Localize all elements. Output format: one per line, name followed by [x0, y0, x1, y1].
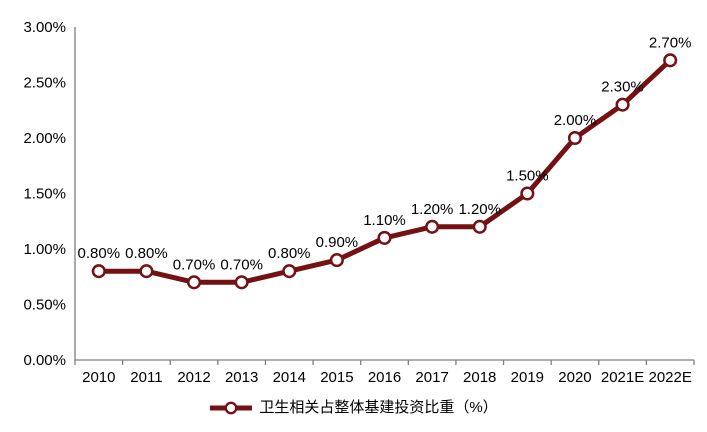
x-axis-tick-label: 2018 [463, 369, 496, 386]
data-point-label: 2.30% [601, 79, 644, 96]
data-point-marker [615, 97, 630, 112]
data-point-marker [329, 253, 344, 268]
legend: 卫生相关占整体基建投资比重（%） [0, 398, 707, 418]
line-chart-plot-area: 0.00% 0.50% 1.00% 1.50% 2.00% 2.50% 3.00% 2010 2… [23, 19, 695, 386]
data-point-marker [520, 186, 535, 201]
data-point-label: 1.20% [411, 201, 454, 218]
data-point-label: 1.10% [363, 212, 406, 229]
data-point-marker [567, 130, 583, 146]
legend-line-marker-icon [210, 401, 253, 415]
series-line [96, 57, 673, 285]
x-axis-tick-label: 2017 [415, 369, 448, 386]
data-point-marker [425, 219, 440, 234]
y-axis-tick-label: 2.50% [23, 75, 66, 92]
data-point-label: 0.70% [173, 256, 216, 273]
legend-label: 卫生相关占整体基建投资比重（%） [259, 399, 498, 416]
data-point-marker [472, 219, 487, 234]
x-axis-tick-label: 2019 [511, 369, 544, 386]
x-axis-tick-label: 2016 [368, 369, 401, 386]
data-point-marker [377, 230, 392, 245]
y-axis-tick-label: 0.50% [23, 297, 66, 314]
y-axis-tick-label: 1.00% [23, 241, 66, 258]
data-point-label: 0.80% [268, 245, 311, 262]
x-axis-tick-label: 2013 [225, 369, 258, 386]
data-point-label: 1.20% [458, 201, 501, 218]
x-axis-tick-label: 2015 [320, 369, 353, 386]
data-point-label: 0.70% [220, 256, 263, 273]
x-axis-tick-label: 2022E [649, 369, 692, 386]
y-axis-tick-label: 0.00% [23, 352, 66, 369]
x-axis-tick-label: 2011 [130, 369, 162, 386]
data-point-label: 0.80% [125, 245, 168, 262]
data-point-marker [91, 264, 106, 279]
x-axis-tick-label: 2010 [82, 369, 115, 386]
data-point-label: 1.50% [506, 168, 549, 185]
x-axis-tick-label: 2012 [177, 369, 210, 386]
y-axis-tick-label: 3.00% [23, 19, 66, 36]
x-axis-tick-label: 2014 [273, 369, 306, 386]
data-point-label: 0.80% [78, 245, 121, 262]
data-point-marker [186, 275, 202, 290]
data-point-label: 2.00% [554, 112, 597, 129]
x-axis-tick-label: 2021E [601, 369, 644, 386]
data-point-label: 0.90% [316, 234, 359, 251]
data-point-marker [139, 264, 154, 279]
data-point-marker [282, 264, 297, 279]
y-axis-tick-label: 1.50% [23, 186, 66, 203]
data-point-marker [234, 275, 249, 290]
data-point-label: 2.70% [649, 34, 692, 51]
x-axis-tick-label: 2020 [558, 369, 591, 386]
y-axis-tick-label: 2.00% [23, 130, 66, 147]
data-point-marker [663, 53, 678, 68]
